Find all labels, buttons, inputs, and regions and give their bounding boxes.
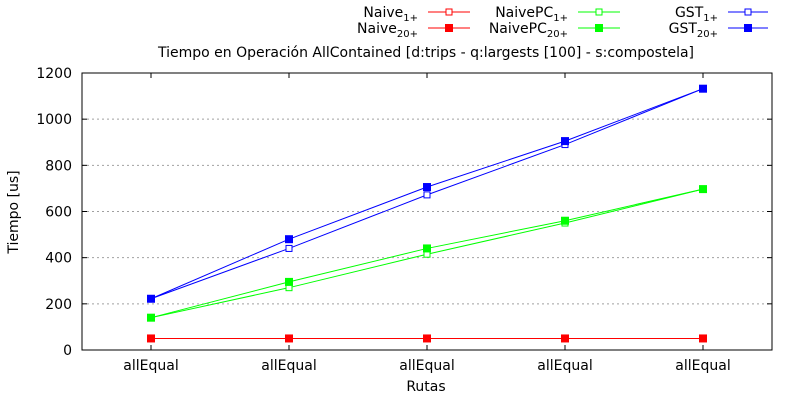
legend-label-name: NaivePC — [495, 5, 553, 21]
series-gst-1plus — [147, 85, 707, 303]
legend-entry: NaivePC20+ — [489, 21, 620, 40]
legend-label-subscript: 20+ — [697, 29, 718, 40]
x-tick-label: allEqual — [399, 358, 454, 374]
legend-marker — [445, 24, 453, 32]
data-point — [285, 235, 293, 244]
legend-label-name: GST — [675, 5, 704, 21]
legend-label-subscript: 20+ — [547, 29, 568, 40]
legend-label: NaivePC20+ — [489, 21, 568, 40]
legend-marker — [595, 8, 603, 16]
series-naive-20plus — [147, 334, 707, 343]
legend-label: GST1+ — [675, 5, 718, 24]
y-tick-label: 0 — [63, 343, 72, 359]
legend-entry: GST1+ — [675, 5, 768, 24]
legend-marker — [744, 24, 752, 32]
x-tick-labels: allEqual allEqual allEqual allEqual allEqual — [123, 358, 730, 374]
y-tick-label: 600 — [45, 205, 72, 221]
series-gst-20plus — [147, 84, 707, 303]
y-tick-label: 1200 — [36, 66, 72, 82]
data-point — [561, 216, 569, 225]
data-point — [561, 334, 569, 343]
legend-label-subscript: 1+ — [553, 13, 568, 24]
x-tick-label: allEqual — [675, 358, 730, 374]
data-point — [561, 137, 569, 146]
legend-entry: Naive1+ — [363, 5, 470, 24]
y-tick-label: 800 — [45, 158, 72, 174]
legend-label: NaivePC1+ — [495, 5, 568, 24]
series-naivepc-20plus — [147, 185, 707, 322]
y-tick-label: 400 — [45, 251, 72, 267]
y-axis-label: Tiempo [us] — [6, 170, 22, 254]
x-tick-label: allEqual — [123, 358, 178, 374]
data-point — [285, 277, 293, 286]
y-tick-labels: 0 200 400 600 800 1000 1200 — [36, 66, 72, 359]
legend-marker — [595, 24, 603, 32]
data-point — [699, 84, 707, 93]
series — [147, 84, 707, 343]
data-point — [423, 183, 431, 192]
data-point — [285, 244, 293, 252]
data-point — [423, 334, 431, 343]
legend-label: Naive1+ — [363, 5, 418, 24]
legend-entry: NaivePC1+ — [495, 5, 620, 24]
x-tick-label: allEqual — [261, 358, 316, 374]
y-tick-label: 1000 — [36, 112, 72, 128]
y-tick-label: 200 — [45, 297, 72, 313]
data-point — [147, 334, 155, 343]
legend-label-name: GST — [669, 21, 698, 37]
x-tick-label: allEqual — [537, 358, 592, 374]
data-point — [699, 334, 707, 343]
legend-marker — [445, 8, 453, 16]
legend-label-name: NaivePC — [489, 21, 547, 37]
data-point — [423, 244, 431, 253]
legend-label: GST20+ — [669, 21, 718, 40]
x-axis-label: Rutas — [406, 379, 445, 395]
data-point — [285, 334, 293, 343]
legend: Naive1+Naive20+NaivePC1+NaivePC20+GST1+G… — [357, 5, 768, 40]
series-naivepc-1plus — [147, 185, 707, 322]
chart-title: Tiempo en Operación AllContained [d:trip… — [157, 45, 694, 61]
legend-label-subscript: 20+ — [397, 29, 418, 40]
legend-label-subscript: 1+ — [703, 13, 718, 24]
legend-label-subscript: 1+ — [403, 13, 418, 24]
legend-label-name: Naive — [357, 21, 397, 37]
data-point — [147, 313, 155, 322]
legend-marker — [744, 8, 752, 16]
data-point — [699, 185, 707, 194]
data-point — [147, 294, 155, 303]
legend-entry: GST20+ — [669, 21, 768, 40]
legend-label-name: Naive — [363, 5, 403, 21]
axes — [81, 72, 773, 351]
legend-entry: Naive20+ — [357, 21, 470, 40]
data-point — [423, 191, 431, 199]
grid-lines — [82, 118, 772, 305]
legend-label: Naive20+ — [357, 21, 418, 40]
